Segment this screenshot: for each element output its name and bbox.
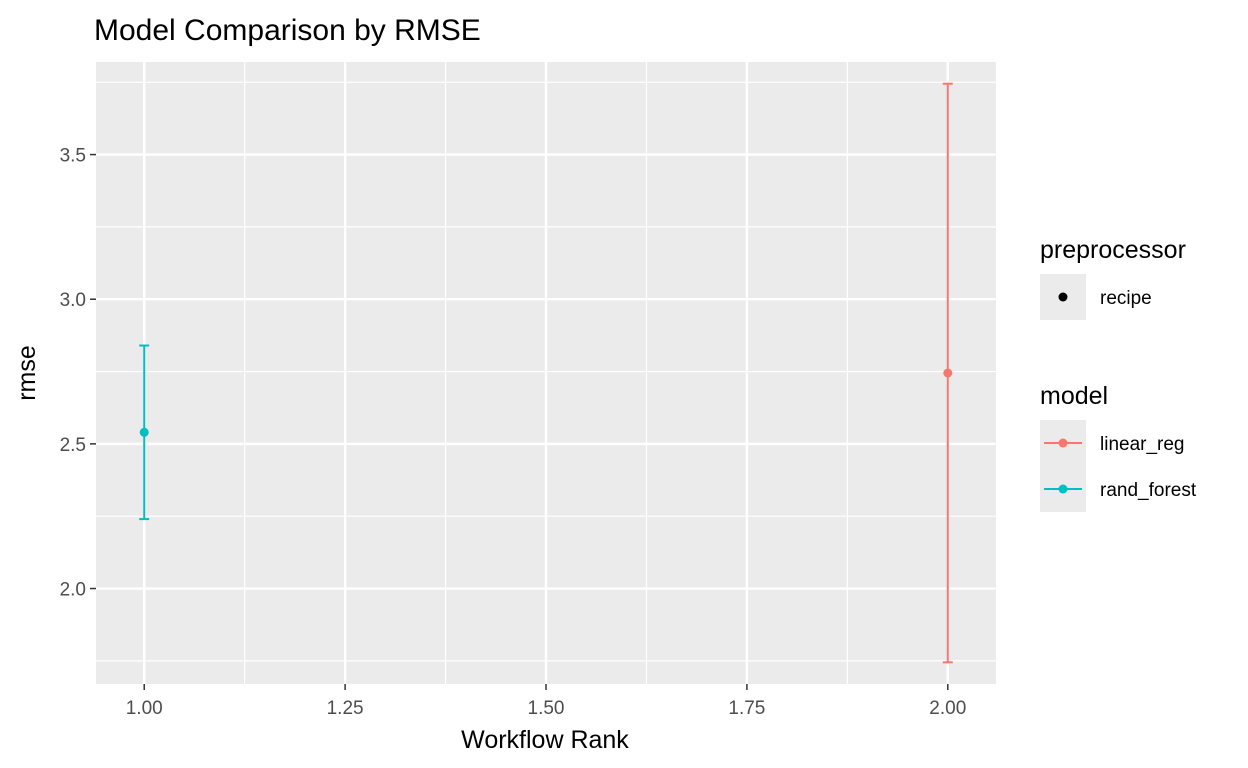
legend-key-point (1058, 438, 1068, 448)
x-tick-label: 1.25 (327, 698, 364, 719)
legend-label: linear_reg (1100, 434, 1185, 455)
data-marks (139, 82, 953, 664)
legend-title: model (1040, 382, 1108, 410)
legend-label: rand_forest (1100, 480, 1197, 501)
data-point (943, 368, 953, 378)
legend-model: model linear_reg rand_forest (1040, 382, 1197, 512)
x-tick-label: 2.00 (929, 698, 966, 719)
legend: preprocessor recipe model linear_reg rand_fo… (1040, 236, 1197, 512)
y-tick-label: 3.0 (60, 290, 86, 311)
legend-key-point (1058, 292, 1068, 302)
y-tick-label: 2.5 (60, 435, 86, 456)
y-axis: 2.0 2.5 3.0 3.5 (60, 146, 96, 601)
y-axis-title: rmse (13, 345, 41, 401)
x-tick-label: 1.00 (126, 698, 163, 719)
legend-title: preprocessor (1040, 236, 1186, 264)
x-axis: 1.00 1.25 1.50 1.75 2.00 (126, 684, 966, 719)
legend-preprocessor: preprocessor recipe (1040, 236, 1186, 320)
series-rand-forest (139, 344, 150, 521)
chart-title: Model Comparison by RMSE (94, 14, 481, 47)
data-point (139, 427, 149, 437)
y-tick-label: 3.5 (60, 146, 86, 167)
x-tick-label: 1.75 (728, 698, 765, 719)
legend-label: recipe (1100, 288, 1152, 309)
y-tick-label: 2.0 (60, 580, 86, 601)
legend-key-point (1058, 484, 1068, 494)
x-axis-title: Workflow Rank (461, 726, 629, 754)
series-linear-reg (942, 82, 953, 664)
x-tick-label: 1.50 (528, 698, 565, 719)
